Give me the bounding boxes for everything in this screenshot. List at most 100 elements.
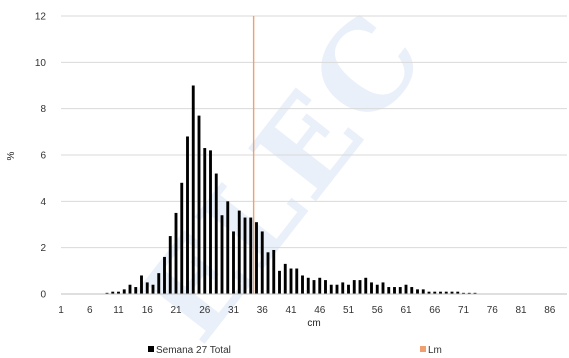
bar	[197, 115, 201, 294]
x-tick-label: 1	[58, 305, 64, 316]
bar	[450, 291, 454, 294]
bar	[467, 292, 471, 294]
bar	[140, 275, 143, 294]
x-tick-label: 36	[257, 305, 269, 316]
legend-label-semana: Semana 27 Total	[156, 345, 231, 356]
bar	[191, 85, 195, 294]
bar	[174, 212, 178, 294]
bar	[433, 291, 437, 294]
bar	[237, 210, 241, 294]
bar	[318, 277, 322, 294]
x-tick-label: 41	[285, 305, 297, 316]
bar	[203, 148, 207, 294]
legend-swatch-lm	[420, 346, 426, 352]
bar	[214, 173, 218, 294]
y-axis-title: %	[6, 151, 17, 160]
bar	[341, 282, 345, 294]
x-tick-label: 16	[142, 305, 154, 316]
bar	[278, 270, 281, 294]
bar	[232, 231, 235, 294]
bar	[151, 284, 155, 294]
y-tick-label: 12	[35, 12, 47, 23]
bar	[301, 275, 304, 294]
bar	[473, 292, 477, 294]
bar	[134, 287, 138, 294]
bar	[260, 231, 264, 294]
bar	[427, 291, 431, 294]
bar	[352, 280, 356, 294]
bar	[266, 252, 270, 294]
x-tick-label: 46	[314, 305, 326, 316]
bar	[324, 280, 327, 294]
x-tick-label: 21	[170, 305, 182, 316]
bar	[157, 273, 161, 294]
bar	[393, 287, 396, 294]
bar	[421, 289, 425, 294]
bar	[306, 277, 310, 294]
bar	[255, 222, 258, 294]
bar	[128, 284, 132, 294]
bar	[295, 268, 299, 294]
bar	[462, 292, 465, 294]
bar	[243, 217, 247, 294]
x-tick-label: 31	[228, 305, 240, 316]
bar	[456, 291, 460, 294]
bar	[220, 215, 224, 294]
bar	[117, 291, 120, 294]
bar	[370, 282, 373, 294]
bar	[404, 284, 408, 294]
bar	[329, 284, 333, 294]
x-tick-label: 66	[429, 305, 441, 316]
bar	[226, 201, 230, 294]
bar	[180, 182, 184, 294]
bar	[122, 289, 126, 294]
bar	[283, 263, 287, 294]
bar	[105, 292, 109, 294]
y-tick-label: 6	[40, 151, 46, 162]
legend: Semana 27 Total Lm	[148, 345, 442, 356]
x-tick-label: 86	[544, 305, 556, 316]
y-tick-label: 2	[40, 243, 46, 254]
bar	[186, 136, 189, 294]
bar	[347, 284, 350, 294]
x-tick-label: 11	[113, 305, 124, 316]
y-tick-label: 4	[40, 197, 46, 208]
bar	[375, 284, 379, 294]
bar	[410, 287, 414, 294]
bar	[111, 291, 115, 294]
bar	[444, 291, 448, 294]
bar	[168, 236, 172, 294]
bar	[312, 280, 316, 294]
x-axis-title: cm	[307, 318, 320, 329]
x-tick-label: 51	[343, 305, 355, 316]
bar	[272, 249, 276, 294]
bar	[163, 256, 166, 294]
legend-label-lm: Lm	[428, 345, 442, 356]
bar	[416, 289, 419, 294]
bar	[145, 282, 149, 294]
x-tick-label: 26	[199, 305, 211, 316]
x-tick-label: 56	[372, 305, 384, 316]
gridlines	[61, 15, 567, 249]
x-tick-label: 71	[458, 305, 470, 316]
bar	[387, 287, 391, 294]
x-tick-label: 6	[87, 305, 93, 316]
bar	[364, 277, 368, 294]
bar	[335, 284, 339, 294]
y-tick-label: 0	[40, 290, 46, 301]
x-tick-label: 61	[400, 305, 412, 316]
bar	[439, 291, 442, 294]
x-tick-label: 81	[515, 305, 527, 316]
y-tick-label: 10	[35, 58, 47, 69]
bar	[358, 280, 362, 294]
bars	[105, 85, 477, 294]
y-tick-label: 8	[40, 104, 46, 115]
bar	[289, 268, 293, 294]
x-tick-label: 76	[487, 305, 499, 316]
bar	[398, 287, 402, 294]
bar	[209, 150, 212, 294]
bar	[249, 217, 253, 294]
bar	[381, 282, 385, 294]
